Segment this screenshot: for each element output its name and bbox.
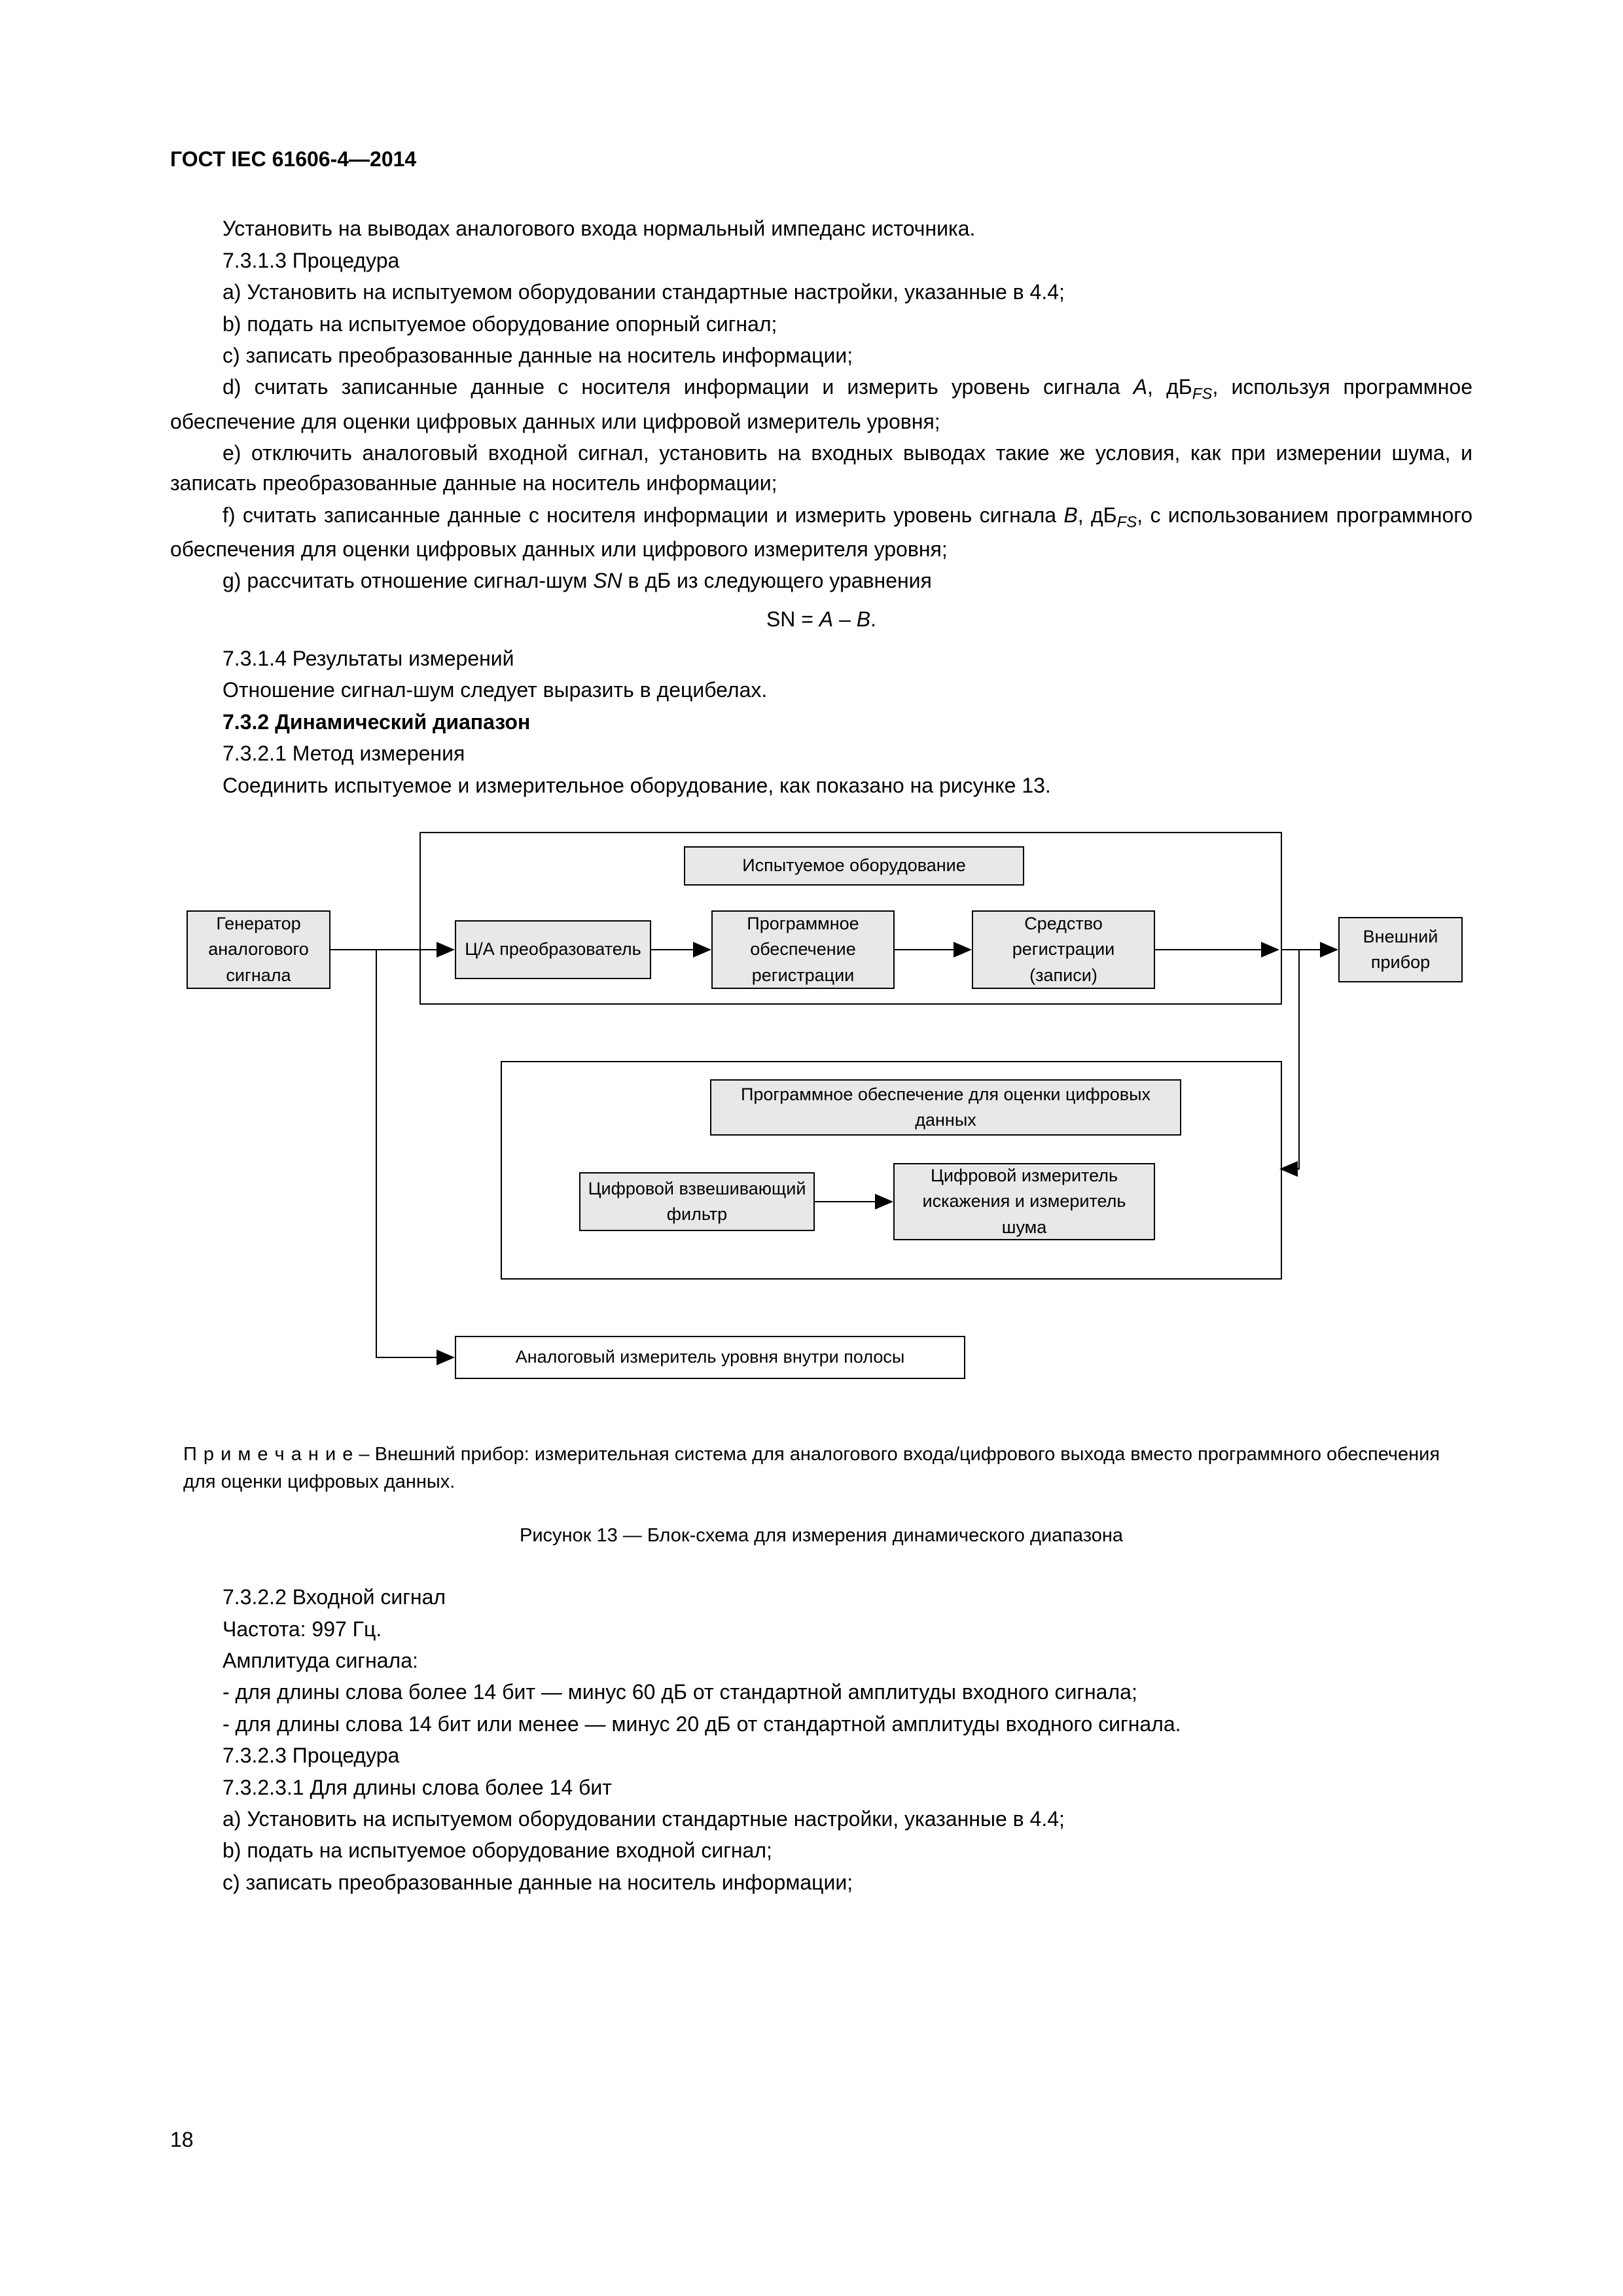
diagram-box-b_rec: Средство регистрации (записи) [972,910,1155,989]
para: 7.3.2.2 Входной сигнал [170,1582,1472,1612]
text: d) считать записанные данные с носителя … [223,375,1133,399]
para: b) подать на испытуемое оборудование вхо… [170,1835,1472,1865]
eq-text: SN = [766,607,819,631]
figure-note: П р и м е ч а н и е – Внешний прибор: из… [170,1441,1472,1496]
figure-caption: Рисунок 13 — Блок-схема для измерения ди… [170,1522,1472,1549]
var-a: A [1133,375,1147,399]
para: - для длины слова 14 бит или менее — мин… [170,1709,1472,1739]
para: 7.3.2.1 Метод измерения [170,738,1472,768]
diagram-box-title_box: Испытуемое оборудование [684,846,1024,886]
note-text: – Внешний прибор: измерительная система … [183,1444,1440,1492]
para: 7.3.1.3 Процедура [170,245,1472,276]
var-b: B [1063,503,1077,527]
diagram-box-b_eval: Программное обеспечение для оценки цифро… [710,1079,1181,1136]
eq-text: . [870,607,876,631]
figure-13: Испытуемое оборудование Генератор аналого… [173,819,1469,1421]
diagram-box-b_alevel: Аналоговый измеритель уровня внутри поло… [455,1336,965,1379]
diagram-box-b_ca: Ц/А преобразователь [455,920,651,979]
page-header: ГОСТ IEC 61606-4—2014 [170,144,1472,174]
text: в дБ из следующего уравнения [622,569,932,592]
para: f) считать записанные данные с носителя … [170,500,1472,565]
para: d) считать записанные данные с носителя … [170,372,1472,437]
para: c) записать преобразованные данные на но… [170,1867,1472,1897]
diagram-box-b_ext: Внешний прибор [1338,917,1463,982]
para: b) подать на испытуемое оборудование опо… [170,309,1472,339]
text: , дБ [1078,503,1117,527]
para: 7.3.1.4 Результаты измерений [170,643,1472,673]
para: 7.3.2.3.1 Для длины слова более 14 бит [170,1772,1472,1803]
para: Частота: 997 Гц. [170,1614,1472,1644]
para: e) отключить аналоговый входной сигнал, … [170,438,1472,499]
para: g) рассчитать отношение сигнал-шум SN в … [170,565,1472,596]
equation: SN = A – B. [170,604,1472,634]
sub-fs: FS [1117,513,1137,531]
note-label: П р и м е ч а н и е [183,1444,353,1465]
diagram-box-b_dist: Цифровой измеритель искажения и измерите… [893,1163,1155,1240]
section-title: 7.3.2 Динамический диапазон [170,707,1472,737]
diagram-box-b_gen: Генератор аналогового сигнала [187,910,330,989]
diagram-box-b_sw: Программное обеспечение регистрации [711,910,895,989]
sub-fs: FS [1192,386,1213,403]
eq-text: – [833,607,857,631]
diagram-box-b_filt: Цифровой взвешивающий фильтр [579,1172,815,1231]
eq-b: B [857,607,870,631]
text: g) рассчитать отношение сигнал-шум [223,569,593,592]
para: a) Установить на испытуемом оборудовании… [170,1804,1472,1834]
para: - для длины слова более 14 бит — минус 6… [170,1677,1472,1707]
text: , дБ [1147,375,1192,399]
para: Установить на выводах аналогового входа … [170,213,1472,243]
para: c) записать преобразованные данные на но… [170,340,1472,370]
text: f) считать записанные данные с носителя … [223,503,1063,527]
para: Отношение сигнал-шум следует выразить в … [170,675,1472,705]
page-number: 18 [170,2128,194,2152]
para: a) Установить на испытуемом оборудовании… [170,277,1472,307]
para: Амплитуда сигнала: [170,1645,1472,1676]
para: 7.3.2.3 Процедура [170,1740,1472,1770]
var-sn: SN [593,569,622,592]
eq-a: A [819,607,833,631]
para: Соединить испытуемое и измерительное обо… [170,770,1472,800]
